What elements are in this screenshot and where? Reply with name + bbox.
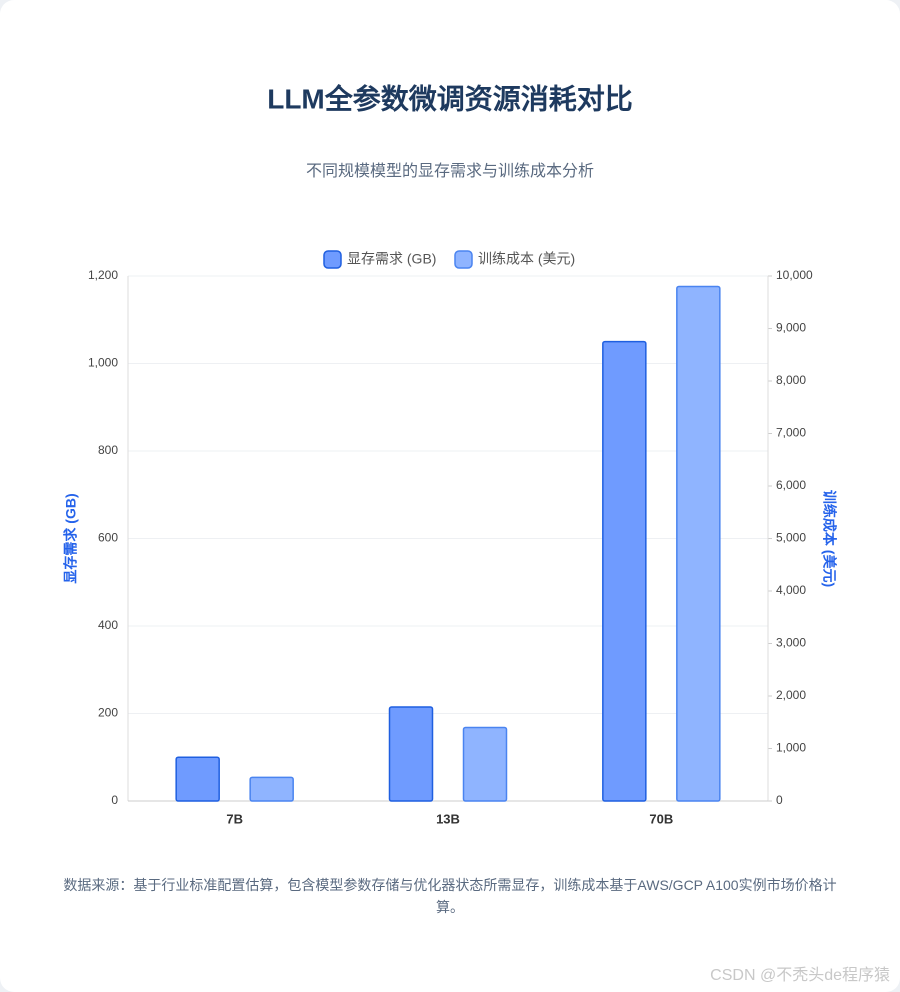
x-tick-label: 70B xyxy=(649,811,673,826)
bar xyxy=(175,756,220,802)
bar xyxy=(602,340,647,802)
y-tick-label: 1,000 xyxy=(88,356,118,370)
bar xyxy=(676,285,721,802)
y2-tick-label: 7,000 xyxy=(776,426,806,440)
bar xyxy=(249,776,294,802)
legend-swatch xyxy=(323,250,342,269)
bar xyxy=(388,706,434,802)
y2-tick-label: 2,000 xyxy=(776,688,806,702)
y-axis-title: 显存需求 (GB) xyxy=(63,493,79,583)
watermark: CSDN @不秃头de程序猿 xyxy=(710,966,890,984)
y2-tick-label: 4,000 xyxy=(776,583,806,597)
y-tick-label: 800 xyxy=(98,443,118,457)
x-tick-label: 13B xyxy=(436,811,460,826)
chart-subtitle: 不同规模模型的显存需求与训练成本分析 xyxy=(306,162,594,180)
y2-tick-label: 6,000 xyxy=(776,478,806,492)
legend-label: 显存需求 (GB) xyxy=(347,251,436,267)
y2-tick-label: 5,000 xyxy=(776,531,806,545)
y2-axis-title: 训练成本 (美元) xyxy=(821,490,837,587)
y-tick-label: 0 xyxy=(111,793,118,807)
y2-tick-label: 1,000 xyxy=(776,741,806,755)
y-tick-label: 400 xyxy=(98,618,118,632)
y-tick-label: 1,200 xyxy=(88,268,118,282)
y2-tick-label: 3,000 xyxy=(776,636,806,650)
legend-swatch xyxy=(454,250,473,269)
x-tick-label: 7B xyxy=(226,811,243,826)
legend-label: 训练成本 (美元) xyxy=(478,251,575,267)
y-tick-label: 200 xyxy=(98,706,118,720)
source-note: 数据来源：基于行业标准配置估算，包含模型参数存储与优化器状态所需显存，训练成本基… xyxy=(63,877,837,915)
bar xyxy=(462,726,508,802)
chart-title: LLM全参数微调资源消耗对比 xyxy=(267,82,633,114)
y2-tick-label: 8,000 xyxy=(776,373,806,387)
y-tick-label: 600 xyxy=(98,531,118,545)
y2-tick-label: 9,000 xyxy=(776,321,806,335)
y2-tick-label: 0 xyxy=(776,793,783,807)
y2-tick-label: 10,000 xyxy=(776,268,813,282)
